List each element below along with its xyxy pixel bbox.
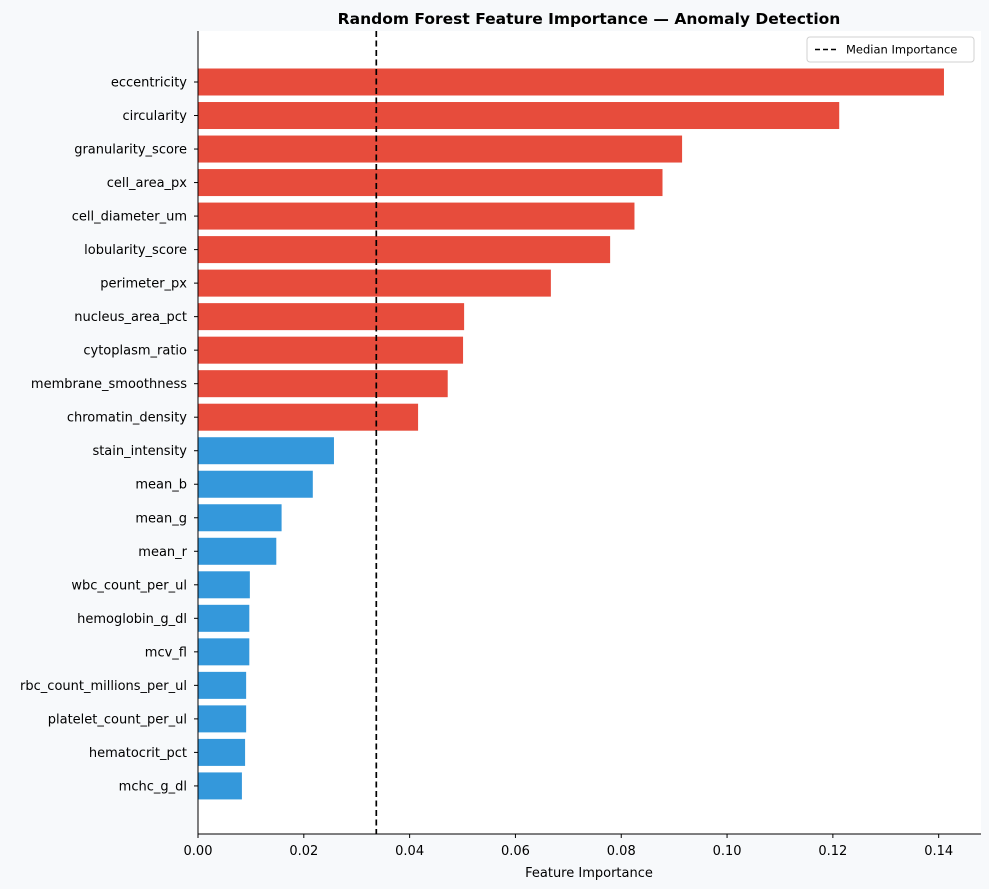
x-tick-label: 0.08 xyxy=(607,844,636,859)
bars-group xyxy=(198,68,944,800)
x-tick-label: 0.00 xyxy=(184,844,213,859)
y-tick-label: eccentricity xyxy=(111,76,187,91)
y-tick-label: hemoglobin_g_dl xyxy=(77,612,187,627)
x-tick-labels: 0.00 0.02 0.04 0.06 0.08 0.10 0.12 0.14 xyxy=(184,834,953,859)
bar-lobularity_score xyxy=(198,236,611,264)
y-tick-label: mchc_g_dl xyxy=(119,779,187,794)
y-tick-label: platelet_count_per_ul xyxy=(48,712,187,727)
y-tick-label: circularity xyxy=(122,109,187,124)
bar-membrane_smoothness xyxy=(198,370,448,398)
y-tick-label: cell_diameter_um xyxy=(72,210,187,225)
bar-chromatin_density xyxy=(198,403,419,431)
y-tick-label: perimeter_px xyxy=(100,277,187,292)
x-tick-label: 0.12 xyxy=(818,844,847,859)
y-tick-label: membrane_smoothness xyxy=(31,377,187,392)
bar-platelet_count_per_ul xyxy=(198,705,247,733)
x-tick-label: 0.14 xyxy=(924,844,953,859)
y-tick-label: lobularity_score xyxy=(84,243,187,258)
x-tick-label: 0.06 xyxy=(501,844,530,859)
y-tick-label: nucleus_area_pct xyxy=(74,310,187,325)
x-tick-label: 0.02 xyxy=(289,844,318,859)
bar-wbc_count_per_ul xyxy=(198,571,250,599)
legend: Median Importance xyxy=(806,36,975,63)
x-tick-label: 0.04 xyxy=(395,844,424,859)
y-tick-label: cytoplasm_ratio xyxy=(83,344,187,359)
y-tick-label: rbc_count_millions_per_ul xyxy=(20,679,187,694)
legend-median-label: Median Importance xyxy=(846,43,957,57)
plot-area xyxy=(198,31,981,834)
y-tick-label: stain_intensity xyxy=(92,444,187,459)
bar-nucleus_area_pct xyxy=(198,303,465,331)
bar-hemoglobin_g_dl xyxy=(198,604,250,632)
bar-circularity xyxy=(198,102,840,130)
y-tick-label: granularity_score xyxy=(74,143,187,158)
chart-title: Random Forest Feature Importance — Anoma… xyxy=(338,10,841,28)
bar-rbc_count_millions_per_ul xyxy=(198,671,247,699)
y-tick-label: wbc_count_per_ul xyxy=(71,578,187,593)
y-tick-label: cell_area_px xyxy=(107,176,188,191)
y-tick-label: mean_b xyxy=(135,478,187,493)
bar-mean_r xyxy=(198,537,277,565)
bar-mcv_fl xyxy=(198,638,250,666)
bar-eccentricity xyxy=(198,68,944,96)
y-tick-label: chromatin_density xyxy=(67,411,187,426)
bar-stain_intensity xyxy=(198,437,334,465)
bar-granularity_score xyxy=(198,135,683,163)
y-tick-label: mcv_fl xyxy=(145,645,187,660)
y-tick-label: mean_r xyxy=(138,545,187,560)
bar-cell_area_px xyxy=(198,169,663,197)
y-tick-label: hematocrit_pct xyxy=(89,746,187,761)
y-tick-label: mean_g xyxy=(135,511,187,526)
bar-cytoplasm_ratio xyxy=(198,336,464,364)
bar-mchc_g_dl xyxy=(198,772,242,800)
bar-hematocrit_pct xyxy=(198,738,246,766)
x-tick-label: 0.10 xyxy=(713,844,742,859)
bar-cell_diameter_um xyxy=(198,202,635,230)
x-axis-label: Feature Importance xyxy=(525,866,653,881)
bar-perimeter_px xyxy=(198,269,551,297)
legend-box xyxy=(806,36,975,63)
y-tick-labels: eccentricity circularity granularity_score… xyxy=(20,76,198,794)
bar-mean_b xyxy=(198,470,313,498)
bar-mean_g xyxy=(198,504,282,532)
